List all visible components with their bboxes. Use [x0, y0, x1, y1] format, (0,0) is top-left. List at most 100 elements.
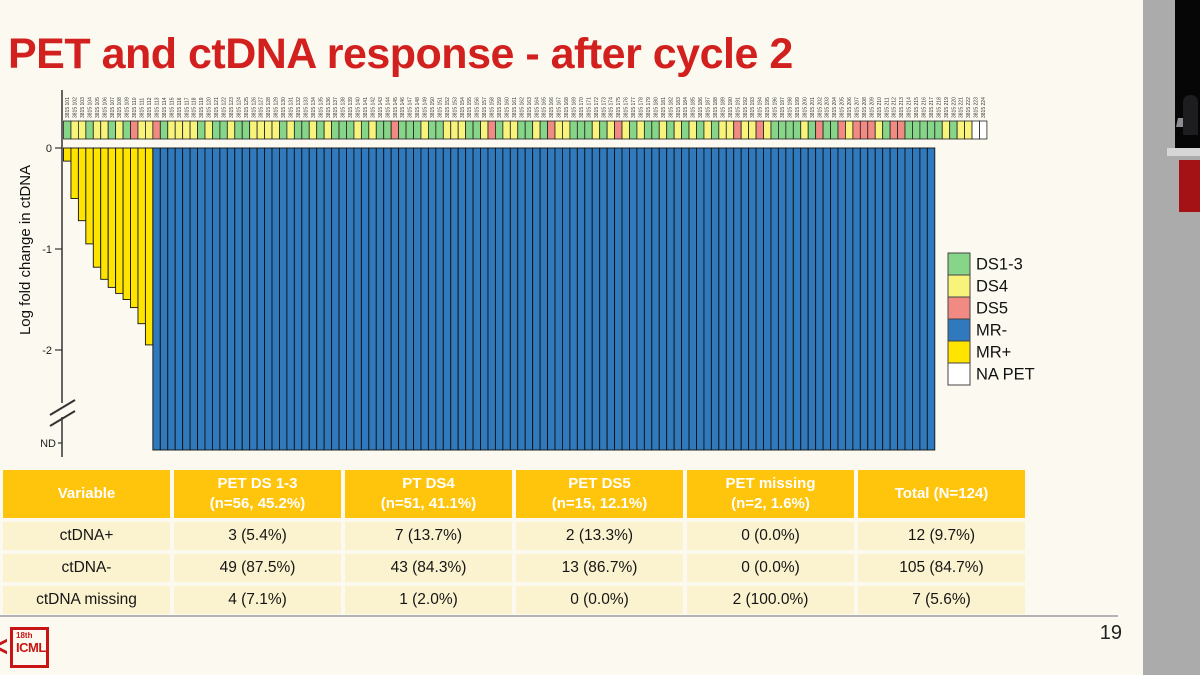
pet-strip-cell: [658, 120, 668, 140]
patient-id-label: 3815 175: [616, 97, 622, 118]
patient-id-label: 3815 110: [132, 97, 138, 118]
ctdna-bar: [889, 147, 899, 451]
pet-strip-cell: [137, 120, 146, 140]
patient-id-label: 3815 186: [698, 97, 704, 118]
patient-id-label: 3815 207: [854, 97, 860, 118]
patient-id-label: 3815 193: [750, 97, 756, 118]
pet-strip-cell: [569, 120, 578, 140]
pet-strip-cell: [226, 120, 236, 140]
patient-id-label: 3815 164: [534, 97, 540, 118]
pet-strip-cell: [264, 120, 273, 140]
ctdna-bar: [398, 147, 407, 451]
patient-id-label: 3815 218: [936, 97, 942, 118]
patient-id-label: 3815 154: [460, 97, 466, 118]
ctdna-bar: [502, 147, 511, 451]
ctdna-bar: [651, 147, 660, 451]
legend-label: DS4: [976, 278, 1008, 296]
patient-id-label: 3815 194: [758, 97, 764, 118]
pet-strip-cell: [204, 120, 213, 140]
pet-strip-cell: [390, 120, 400, 140]
nd-tick-label: ND: [40, 438, 56, 450]
ctdna-bar: [457, 147, 467, 451]
patient-id-label: 3815 133: [303, 97, 309, 118]
pet-strip-cell: [450, 120, 459, 140]
ctdna-bar: [323, 147, 333, 451]
patient-id-label: 3815 109: [125, 97, 131, 118]
table-header-cell: PET missing (n=2, 1.6%): [687, 470, 854, 518]
patient-id-label: 3815 168: [564, 97, 570, 118]
pet-strip-cell: [904, 120, 913, 140]
ctdna-bar: [815, 147, 824, 451]
patient-id-label: 3815 137: [333, 97, 339, 118]
pet-strip-cell: [696, 120, 705, 140]
ctdna-bar: [279, 147, 288, 451]
pet-strip-cell: [926, 120, 936, 140]
pet-strip-cell: [413, 120, 422, 140]
patient-id-label: 3815 114: [162, 97, 168, 118]
table-cell: ctDNA-: [3, 554, 170, 582]
patient-id-label: 3815 126: [251, 97, 257, 118]
speaker-silhouette: [1183, 95, 1198, 135]
ctdna-bar: [755, 147, 764, 451]
pet-strip-cell: [934, 120, 943, 140]
patient-id-label: 3815 176: [624, 97, 630, 118]
pet-strip-cell: [398, 120, 407, 140]
ctdna-bar: [792, 147, 802, 451]
patient-id-label: 3815 196: [773, 97, 779, 118]
ctdna-bar: [360, 147, 370, 451]
ctdna-bar: [666, 147, 675, 451]
response-table: Variable PET DS 1-3 (n=56, 45.2%) PT DS4 (n=…: [3, 470, 1025, 614]
pet-strip-cell: [807, 120, 817, 140]
ctdna-bar: [897, 147, 906, 451]
patient-id-label: 3815 120: [207, 97, 213, 118]
pet-strip-cell: [815, 120, 824, 140]
ctdna-bar: [368, 147, 377, 451]
patient-id-label: 3815 200: [802, 97, 808, 118]
pet-strip-cell: [785, 120, 794, 140]
pet-strip-cell: [70, 120, 79, 140]
ctdna-bar: [353, 147, 362, 451]
ctdna-bar: [740, 147, 750, 451]
patient-id-label: 3815 202: [817, 97, 823, 118]
pet-strip-cell: [666, 120, 675, 140]
ctdna-bar: [427, 147, 437, 451]
logo-line-top: 18th: [16, 631, 33, 640]
patient-id-label: 3815 170: [579, 97, 585, 118]
pet-strip-cell: [941, 120, 951, 140]
ctdna-bar: [137, 147, 146, 325]
ctdna-bar: [301, 147, 310, 451]
ctdna-bar: [844, 147, 854, 451]
ctdna-bar: [167, 147, 176, 451]
pet-strip-cell: [465, 120, 474, 140]
ctdna-bar: [442, 147, 452, 451]
ctdna-bar: [144, 147, 154, 346]
y-tick-label: 0: [46, 143, 52, 155]
pet-strip-cell: [710, 120, 720, 140]
patient-id-label: 3815 105: [95, 97, 101, 118]
patient-id-label: 3815 204: [832, 97, 838, 118]
patient-id-label: 3815 106: [102, 97, 108, 118]
patient-id-label: 3815 166: [549, 97, 555, 118]
patient-id-label: 3815 116: [177, 97, 183, 118]
patient-id-label: 3815 205: [840, 97, 846, 118]
patient-id-label: 3815 172: [594, 97, 600, 118]
pet-strip-cell: [234, 120, 243, 140]
patient-id-label: 3815 203: [825, 97, 831, 118]
table-cell: 7 (13.7%): [345, 522, 512, 550]
pet-strip-cell: [547, 120, 556, 140]
table-cell: ctDNA missing: [3, 586, 170, 614]
patient-id-label: 3815 132: [296, 97, 302, 118]
ctdna-bar: [852, 147, 861, 451]
video-sidebar: [1143, 0, 1200, 675]
pet-strip-cell: [517, 120, 526, 140]
ctdna-bar: [130, 147, 139, 309]
patient-id-label: 3815 163: [527, 97, 533, 118]
ctdna-bar: [710, 147, 720, 451]
patient-id-label: 3815 199: [795, 97, 801, 118]
ctdna-bar: [562, 147, 571, 451]
legend-label: DS1-3: [976, 256, 1023, 274]
ctdna-bar: [197, 147, 206, 451]
patient-id-label: 3815 104: [87, 97, 93, 118]
pet-strip-cell: [554, 120, 563, 140]
table-cell: 4 (7.1%): [174, 586, 341, 614]
